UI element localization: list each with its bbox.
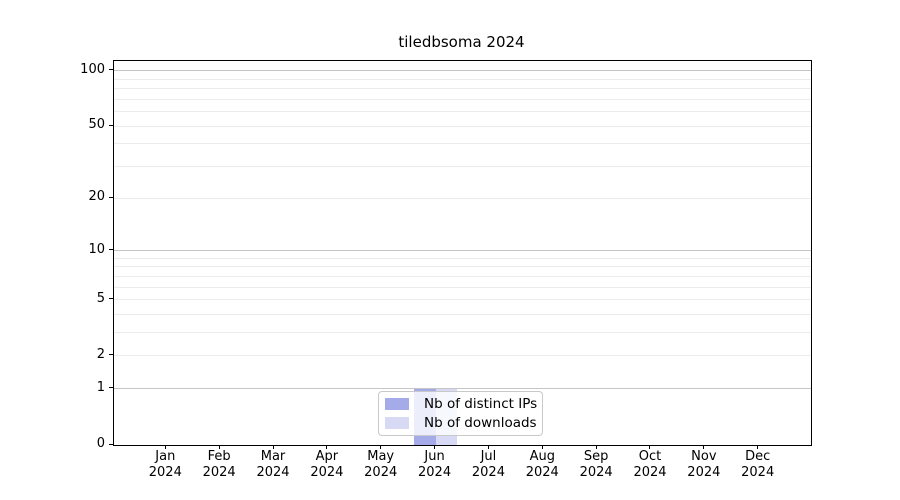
legend-item-downloads: Nb of downloads [385, 414, 542, 431]
gridline-minor [114, 266, 811, 268]
x-tick-mark [649, 445, 651, 449]
x-tick-month: Aug [529, 449, 555, 464]
x-tick-year: 2024 [471, 465, 505, 480]
x-tick-mark [218, 445, 220, 449]
x-tick-mark [595, 445, 597, 449]
x-tick-label: Dec 2024 [726, 449, 790, 481]
x-tick-month: Dec [745, 449, 771, 464]
x-tick-label: Jun 2024 [403, 449, 467, 481]
gridline-minor [114, 125, 811, 127]
y-tick-label: 10 [88, 241, 105, 257]
chart-title: tiledbsoma 2024 [398, 33, 525, 51]
gridline-major [114, 388, 811, 390]
x-tick-mark [434, 445, 436, 449]
plot-area [113, 60, 812, 446]
y-tick-label: 100 [80, 61, 105, 77]
gridline-minor [114, 257, 811, 259]
gridline-minor [114, 314, 811, 315]
gridline-major [114, 70, 811, 72]
x-tick-year: 2024 [256, 465, 290, 480]
gridline-minor [114, 299, 811, 301]
x-tick-mark [703, 445, 705, 449]
gridline-minor [114, 166, 811, 168]
x-tick-year: 2024 [741, 465, 775, 480]
gridline-minor [114, 197, 811, 199]
x-tick-month: Jun [424, 449, 445, 464]
x-tick-month: Apr [315, 449, 339, 464]
x-tick-label: Feb 2024 [187, 449, 251, 481]
y-tick-label: 1 [96, 379, 105, 395]
x-tick-label: Oct 2024 [618, 449, 682, 481]
x-tick-year: 2024 [202, 465, 236, 480]
x-tick-mark [380, 445, 382, 449]
y-tick-label: 2 [96, 346, 105, 362]
x-tick-year: 2024 [310, 465, 344, 480]
x-tick-mark [164, 445, 166, 449]
legend-swatch-distinct-ips [385, 398, 409, 410]
legend-swatch-downloads [385, 417, 409, 429]
y-tick-label: 0 [96, 436, 105, 451]
gridline-minor [114, 78, 811, 80]
y-tick-mark [109, 298, 113, 300]
gridline-minor [114, 143, 811, 145]
gridline-major [114, 250, 811, 252]
x-tick-label: May 2024 [349, 449, 413, 481]
y-tick-mark [109, 196, 113, 198]
gridline-minor [114, 355, 811, 357]
y-tick-mark [109, 249, 113, 251]
x-tick-mark [757, 445, 759, 449]
legend: Nb of distinct IPs Nb of downloads [378, 391, 543, 436]
legend-label-distinct-ips: Nb of distinct IPs [424, 395, 538, 412]
y-tick-mark [109, 443, 113, 445]
x-tick-month: Feb [207, 449, 231, 464]
legend-item-distinct-ips: Nb of distinct IPs [385, 395, 542, 412]
x-tick-label: Apr 2024 [295, 449, 359, 481]
gridline-minor [114, 332, 811, 334]
gridline-minor [114, 88, 811, 90]
y-tick-label: 20 [88, 189, 105, 205]
x-tick-year: 2024 [525, 465, 559, 480]
gridline-minor [114, 275, 811, 277]
x-tick-month: Sep [583, 449, 609, 464]
x-tick-year: 2024 [418, 465, 452, 480]
y-tick-label: 50 [88, 117, 105, 133]
y-tick-mark [109, 69, 113, 71]
x-tick-month: May [367, 449, 395, 464]
x-tick-month: Jul [480, 449, 497, 464]
x-tick-mark [326, 445, 328, 449]
x-tick-label: Jul 2024 [456, 449, 520, 481]
x-tick-year: 2024 [687, 465, 721, 480]
x-tick-year: 2024 [364, 465, 398, 480]
x-tick-month: Mar [260, 449, 286, 464]
x-tick-year: 2024 [633, 465, 667, 480]
y-tick-mark [109, 387, 113, 389]
x-tick-label: Nov 2024 [672, 449, 736, 481]
x-tick-mark [272, 445, 274, 449]
gridline-minor [114, 286, 811, 288]
y-tick-label: 5 [96, 290, 105, 306]
x-tick-mark [487, 445, 489, 449]
x-tick-mark [541, 445, 543, 449]
x-tick-label: Sep 2024 [564, 449, 628, 481]
gridline-minor [114, 98, 811, 100]
legend-label-downloads: Nb of downloads [424, 414, 537, 431]
x-tick-year: 2024 [148, 465, 182, 480]
x-tick-month: Jan [155, 449, 176, 464]
y-tick-mark [109, 124, 113, 126]
x-tick-month: Oct [638, 449, 662, 464]
gridline-minor [114, 111, 811, 113]
y-tick-mark [109, 354, 113, 356]
x-tick-month: Nov [691, 449, 717, 464]
x-tick-label: Jan 2024 [133, 449, 197, 481]
x-tick-label: Aug 2024 [510, 449, 574, 481]
x-tick-label: Mar 2024 [241, 449, 305, 481]
x-tick-year: 2024 [579, 465, 613, 480]
